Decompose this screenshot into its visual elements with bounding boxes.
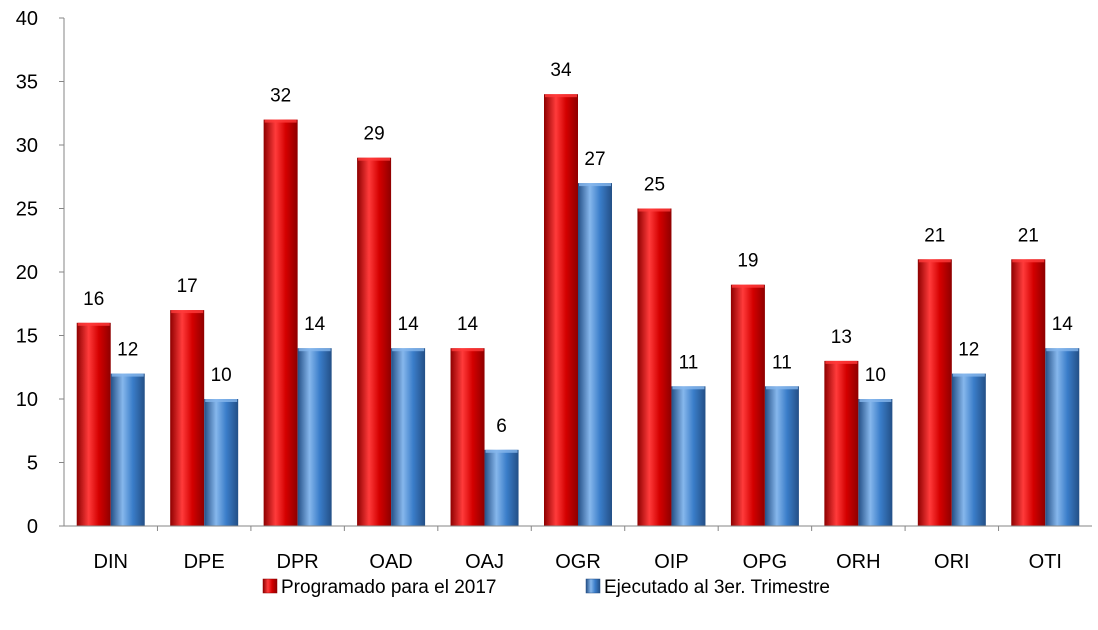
- legend-swatch: [262, 578, 278, 594]
- bar-programado-dpe: [170, 310, 205, 526]
- y-tick-label: 10: [16, 389, 38, 411]
- data-label: 11: [772, 352, 792, 373]
- data-label: 21: [924, 225, 945, 246]
- bar-ejecutado-oaj: [484, 449, 519, 526]
- legend-label: Programado para el 2017: [281, 577, 496, 598]
- bar-bevel: [672, 386, 705, 390]
- bar-bevel: [952, 373, 985, 377]
- bar-bevel: [392, 348, 425, 352]
- data-label: 11: [679, 352, 699, 373]
- data-label: 13: [831, 327, 852, 348]
- data-label: 10: [865, 365, 886, 386]
- bar-bevel: [825, 360, 858, 364]
- bar-ejecutado-ori: [951, 373, 986, 526]
- bar-bevel: [731, 284, 764, 288]
- legend-label: Ejecutado al 3er. Trimestre: [604, 577, 830, 598]
- data-label: 14: [398, 314, 420, 335]
- bar-programado-orh: [824, 360, 859, 526]
- y-tick-label: 0: [27, 516, 38, 538]
- bar-ejecutado-oip: [671, 386, 706, 526]
- x-tick-label: DPR: [277, 551, 319, 573]
- data-label: 14: [304, 314, 326, 335]
- x-tick-label: ORI: [934, 551, 970, 573]
- bar-programado-dpr: [263, 119, 298, 526]
- data-label: 6: [496, 416, 507, 437]
- data-label: 10: [211, 365, 232, 386]
- data-label: 12: [958, 340, 979, 361]
- x-tick-label: OAJ: [465, 551, 504, 573]
- bar-bevel: [1012, 259, 1045, 263]
- bar-bevel: [264, 119, 297, 123]
- x-tick-label: ORH: [836, 551, 880, 573]
- data-label: 19: [737, 251, 758, 272]
- bar-bevel: [918, 259, 951, 263]
- bar-programado-oip: [637, 208, 672, 526]
- x-tick-label: DPE: [184, 551, 225, 573]
- y-tick-label: 30: [16, 135, 38, 157]
- bar-bevel: [111, 373, 144, 377]
- bar-bevel: [859, 399, 892, 402]
- x-tick-label: DIN: [94, 551, 128, 573]
- data-label: 17: [177, 276, 198, 297]
- bar-bevel: [171, 310, 204, 314]
- data-label: 29: [364, 124, 385, 145]
- legend: Programado para el 2017 Ejecutado al 3er.…: [262, 577, 830, 598]
- bar-bevel: [451, 348, 484, 352]
- bar-bevel: [485, 449, 518, 453]
- bar-bevel: [205, 399, 238, 402]
- bar-programado-opg: [730, 284, 765, 526]
- bar-bevel: [77, 322, 110, 326]
- y-tick-label: 25: [16, 199, 38, 221]
- bar-ejecutado-dpe: [204, 399, 239, 526]
- bar-bevel: [545, 94, 577, 98]
- data-label: 14: [457, 314, 479, 335]
- bar-programado-ori: [917, 259, 952, 526]
- axes-layer: 0 5 10 15 20 25 30 35 40: [16, 8, 1092, 538]
- bar-ejecutado-dpr: [297, 348, 332, 526]
- bar-ejecutado-orh: [858, 399, 893, 526]
- data-label: 34: [550, 60, 572, 81]
- y-tick-label: 5: [27, 453, 38, 475]
- data-label: 27: [584, 149, 605, 170]
- x-tick-label: OIP: [654, 551, 688, 573]
- bar-programado-ogr: [544, 94, 578, 526]
- data-label: 16: [83, 289, 104, 310]
- bar-programado-oad: [357, 157, 392, 526]
- y-tick-label: 40: [16, 8, 38, 30]
- bar-bevel: [298, 348, 331, 352]
- bar-ejecutado-ogr: [578, 183, 612, 526]
- data-label: 25: [644, 175, 665, 196]
- labels-layer: 16 12 DIN 17 10 DPE 32 14 DPR 29 14 OAD 14 6 OAJ 34 27 OG…: [83, 60, 1073, 573]
- x-tick-label: OAD: [369, 551, 412, 573]
- bars-layer: [76, 94, 1080, 526]
- x-tick-label: OTI: [1029, 551, 1062, 573]
- bar-bevel: [638, 208, 671, 212]
- y-tick-label: 35: [16, 72, 38, 94]
- bar-ejecutado-oad: [391, 348, 426, 526]
- bar-programado-din: [76, 322, 111, 526]
- data-label: 21: [1018, 225, 1039, 246]
- bar-bevel: [358, 157, 391, 161]
- bar-ejecutado-opg: [764, 386, 799, 526]
- x-tick-label: OGR: [555, 551, 601, 573]
- x-tick-label: OPG: [743, 551, 787, 573]
- data-label: 14: [1052, 314, 1074, 335]
- bar-bevel: [765, 386, 798, 390]
- legend-swatch: [585, 578, 601, 594]
- data-label: 12: [117, 340, 138, 361]
- bar-bevel: [1046, 348, 1079, 352]
- bar-programado-oti: [1011, 259, 1046, 526]
- data-label: 32: [270, 86, 291, 107]
- y-tick-label: 15: [16, 326, 38, 348]
- bar-ejecutado-din: [110, 373, 145, 526]
- bar-bevel: [579, 183, 611, 187]
- y-tick-label: 20: [16, 262, 38, 284]
- bar-ejecutado-oti: [1045, 348, 1080, 526]
- bar-programado-oaj: [450, 348, 485, 526]
